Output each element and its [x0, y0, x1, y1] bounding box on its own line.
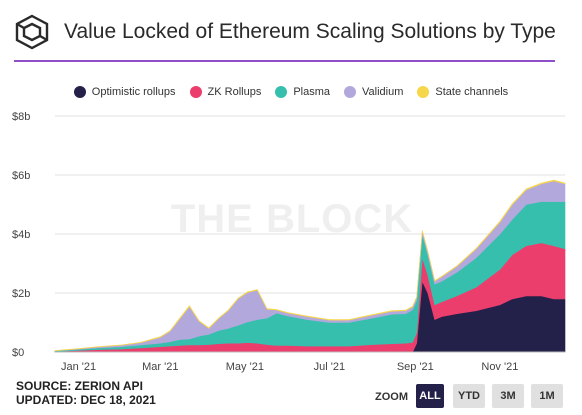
legend-label: Validium: [362, 86, 404, 98]
legend-item-zk-rollups[interactable]: ZK Rollups: [189, 82, 262, 102]
legend-label: State channels: [435, 86, 509, 98]
header-divider: [14, 60, 555, 62]
legend-label: ZK Rollups: [207, 86, 262, 98]
legend-item-state-channels[interactable]: State channels: [417, 82, 508, 102]
zoom-button-all[interactable]: ALL: [416, 384, 444, 408]
source-text: SOURCE: ZERION API: [16, 379, 143, 393]
legend-item-plasma[interactable]: Plasma: [275, 82, 330, 102]
x-tick-label: May '21: [226, 361, 264, 373]
the-block-cube-icon: [15, 14, 49, 50]
x-tick-label: Mar '21: [142, 361, 178, 373]
legend-swatch: [417, 86, 430, 98]
legend-item-optimistic-rollups[interactable]: Optimistic rollups: [73, 82, 176, 102]
updated-text: UPDATED: DEC 18, 2021: [16, 393, 156, 407]
legend-swatch: [344, 86, 357, 98]
chart-title: Value Locked of Ethereum Scaling Solutio…: [64, 20, 556, 43]
x-tick-label: Jan '21: [61, 361, 96, 373]
legend-swatch: [275, 86, 288, 98]
y-tick-label: $6b: [12, 170, 30, 182]
y-tick-label: $4b: [12, 229, 30, 241]
y-tick-label: $2b: [12, 288, 30, 300]
zoom-label: ZOOM: [375, 391, 408, 403]
chart-legend: Optimistic rollups ZK Rollups Plasma Validi…: [0, 82, 582, 102]
y-tick-label: $0: [12, 347, 24, 359]
legend-swatch: [73, 86, 86, 98]
zoom-button-ytd[interactable]: YTD: [453, 384, 485, 408]
chart-header: Value Locked of Ethereum Scaling Solutio…: [0, 0, 582, 62]
x-tick-label: Nov '21: [481, 361, 518, 373]
area-series-state-channels[interactable]: [54, 179, 566, 352]
legend-item-validium[interactable]: Validium: [344, 82, 403, 102]
legend-label: Optimistic rollups: [91, 86, 176, 98]
legend-swatch: [189, 86, 202, 98]
y-tick-label: $8b: [12, 111, 30, 123]
x-tick-label: Jul '21: [314, 361, 345, 373]
legend-label: Plasma: [293, 86, 331, 98]
zoom-button-1m[interactable]: 1M: [531, 384, 563, 408]
x-tick-label: Sep '21: [397, 361, 434, 373]
zoom-button-3m[interactable]: 3M: [492, 384, 524, 408]
source-note: SOURCE: ZERION API UPDATED: DEC 18, 2021: [16, 379, 156, 407]
